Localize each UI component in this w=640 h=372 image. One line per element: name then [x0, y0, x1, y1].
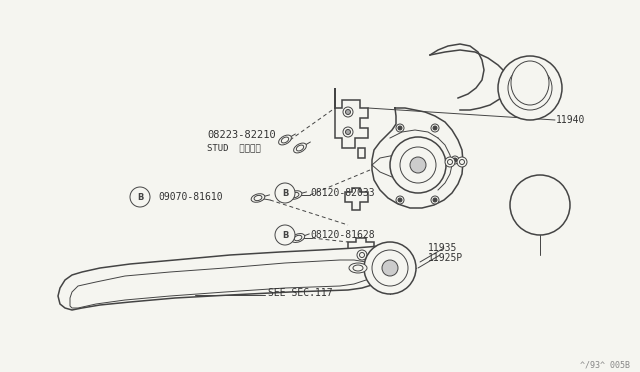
Polygon shape — [345, 188, 368, 210]
Circle shape — [400, 147, 436, 183]
Circle shape — [457, 157, 467, 167]
Circle shape — [275, 183, 295, 203]
Circle shape — [396, 124, 404, 132]
Ellipse shape — [294, 143, 307, 153]
Circle shape — [382, 260, 398, 276]
Text: 08120-81628: 08120-81628 — [310, 230, 374, 240]
Polygon shape — [58, 246, 392, 310]
Circle shape — [130, 187, 150, 207]
Circle shape — [431, 124, 439, 132]
Circle shape — [451, 156, 459, 164]
Circle shape — [460, 160, 465, 164]
Ellipse shape — [254, 195, 262, 201]
Circle shape — [398, 198, 402, 202]
Text: 08120-82033: 08120-82033 — [310, 188, 374, 198]
Ellipse shape — [291, 192, 299, 198]
Text: ^/93^ 005B: ^/93^ 005B — [580, 360, 630, 369]
Circle shape — [364, 242, 416, 294]
Circle shape — [343, 127, 353, 137]
Circle shape — [498, 56, 562, 120]
Ellipse shape — [511, 61, 549, 105]
Ellipse shape — [349, 263, 367, 273]
Text: B: B — [137, 192, 143, 202]
Circle shape — [398, 126, 402, 130]
Circle shape — [343, 107, 353, 117]
Circle shape — [445, 157, 455, 167]
Circle shape — [275, 225, 295, 245]
Circle shape — [390, 137, 446, 193]
Ellipse shape — [282, 137, 289, 143]
Circle shape — [508, 66, 552, 110]
Circle shape — [410, 157, 426, 173]
Ellipse shape — [296, 145, 304, 151]
Polygon shape — [70, 258, 380, 308]
Circle shape — [433, 126, 437, 130]
Circle shape — [357, 250, 367, 260]
Circle shape — [433, 198, 437, 202]
Circle shape — [510, 175, 570, 235]
Text: 08223-82210: 08223-82210 — [207, 130, 276, 140]
Polygon shape — [358, 148, 365, 158]
Ellipse shape — [278, 135, 291, 145]
Circle shape — [346, 129, 351, 135]
Text: B: B — [282, 231, 288, 240]
Ellipse shape — [288, 191, 302, 199]
Text: 11940: 11940 — [556, 115, 586, 125]
Circle shape — [360, 253, 365, 257]
Ellipse shape — [353, 265, 363, 271]
Ellipse shape — [294, 235, 302, 241]
Text: STUD  スタッド: STUD スタッド — [207, 144, 260, 153]
Circle shape — [372, 250, 408, 286]
Circle shape — [431, 196, 439, 204]
Text: 09070-81610: 09070-81610 — [158, 192, 223, 202]
Text: 11935: 11935 — [428, 243, 458, 253]
Circle shape — [447, 160, 452, 164]
Circle shape — [453, 158, 457, 162]
Polygon shape — [335, 88, 368, 148]
Circle shape — [396, 196, 404, 204]
Text: SEE SEC.117: SEE SEC.117 — [268, 288, 333, 298]
Text: B: B — [282, 189, 288, 198]
Circle shape — [346, 109, 351, 115]
Ellipse shape — [291, 234, 305, 243]
Polygon shape — [348, 238, 374, 260]
Text: 11925P: 11925P — [428, 253, 463, 263]
Ellipse shape — [251, 194, 265, 202]
